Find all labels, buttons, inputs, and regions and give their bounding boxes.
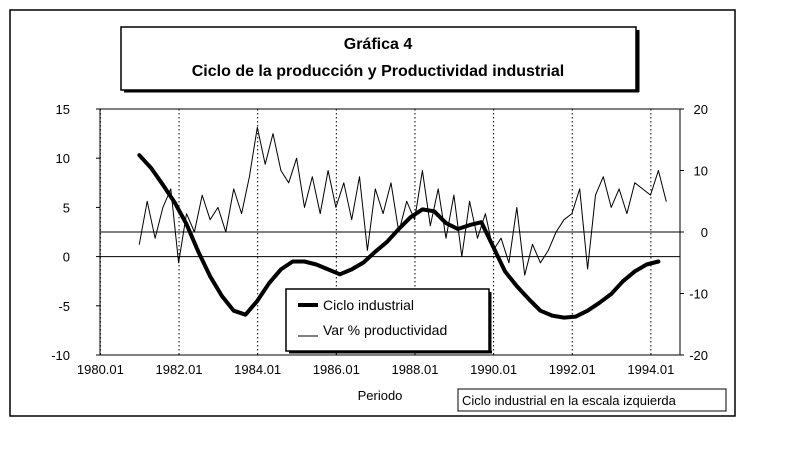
left-y-tick-label: 5 bbox=[63, 200, 70, 215]
x-tick-label: 1984.01 bbox=[234, 362, 281, 377]
right-y-tick-label: -20 bbox=[689, 348, 708, 363]
legend: Ciclo industrial Var % productividad bbox=[285, 288, 492, 354]
right-y-tick-label: 0 bbox=[701, 225, 708, 240]
x-tick-label: 1980.01 bbox=[77, 362, 124, 377]
left-y-tick-label: 0 bbox=[63, 250, 70, 265]
x-axis-label: Periodo bbox=[358, 388, 403, 403]
left-y-tick-label: -5 bbox=[58, 299, 70, 314]
right-y-tick-label: 20 bbox=[694, 102, 708, 117]
x-tick-label: 1988.01 bbox=[391, 362, 438, 377]
legend-label-productividad: Var % productividad bbox=[323, 322, 447, 338]
legend-label-ciclo: Ciclo industrial bbox=[323, 297, 414, 313]
right-y-axis-ticks: 20 10 0 -10 -20 bbox=[680, 102, 708, 363]
x-tick-label: 1992.01 bbox=[549, 362, 596, 377]
right-y-tick-label: 10 bbox=[694, 164, 708, 179]
left-y-axis-ticks: 15 10 5 0 -5 -10 bbox=[51, 102, 100, 363]
right-y-tick-label: -10 bbox=[689, 287, 708, 302]
note-text: Ciclo industrial en la escala izquierda bbox=[462, 393, 677, 408]
series-group bbox=[137, 126, 667, 320]
left-y-tick-label: 15 bbox=[56, 102, 70, 117]
x-tick-label: 1990.01 bbox=[470, 362, 517, 377]
chart-title: Gráfica 4 bbox=[344, 36, 413, 53]
left-y-tick-label: -10 bbox=[51, 348, 70, 363]
x-tick-label: 1982.01 bbox=[156, 362, 203, 377]
x-tick-label: 1986.01 bbox=[313, 362, 360, 377]
note-box bbox=[457, 388, 727, 412]
series-line-var-productividad bbox=[138, 126, 667, 276]
chart-frame bbox=[9, 9, 736, 417]
chart-subtitle: Ciclo de la producción y Productividad i… bbox=[192, 63, 565, 80]
x-tick-label: 1994.01 bbox=[627, 362, 674, 377]
x-axis-ticks: 1980.01 1982.01 1984.01 1986.01 1988.01 1990.… bbox=[77, 362, 675, 377]
left-y-tick-label: 10 bbox=[56, 151, 70, 166]
